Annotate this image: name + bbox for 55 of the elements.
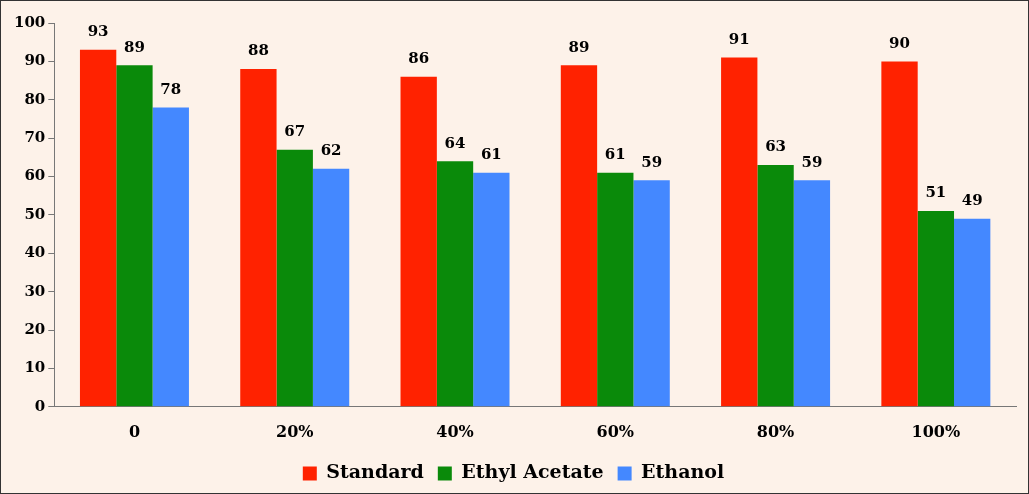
bar [400, 76, 437, 407]
y-tick-label: 40 [24, 243, 46, 262]
data-label: 51 [925, 183, 947, 202]
legend-label: Standard [326, 460, 424, 483]
bar [793, 180, 831, 407]
data-label: 61 [480, 145, 502, 164]
bar [312, 168, 350, 407]
data-label: 93 [87, 22, 109, 41]
data-label: 59 [641, 152, 663, 171]
y-tick-label: 0 [34, 396, 46, 415]
y-tick-label: 80 [24, 89, 46, 108]
data-label: 67 [284, 122, 306, 141]
bar [597, 172, 634, 407]
y-tick-label: 60 [24, 166, 46, 185]
x-tick-label: 100% [911, 421, 961, 441]
bar [276, 149, 313, 407]
bar [881, 61, 918, 407]
legend-label: Ethyl Acetate [461, 460, 604, 483]
bar [152, 107, 189, 407]
data-label: 59 [801, 152, 823, 171]
y-tick-label: 70 [24, 128, 46, 147]
data-label: 78 [160, 79, 182, 98]
bar [436, 161, 474, 407]
x-tick-label: 20% [276, 421, 314, 441]
x-tick-label: 60% [596, 421, 635, 441]
bar [79, 49, 117, 407]
data-label: 89 [568, 37, 590, 56]
bar [633, 180, 670, 407]
data-label: 64 [444, 133, 466, 152]
bar [954, 218, 991, 407]
data-label: 61 [604, 145, 626, 164]
data-label: 91 [728, 29, 750, 48]
bar [473, 172, 510, 407]
data-label: 88 [247, 41, 269, 60]
data-label: 86 [408, 49, 430, 68]
data-label: 62 [320, 141, 342, 160]
legend-label: Ethanol [641, 460, 725, 483]
y-tick-label: 30 [24, 281, 46, 300]
y-tick-label: 90 [24, 51, 46, 70]
data-label: 63 [765, 137, 787, 156]
bar [240, 69, 277, 407]
bar [560, 65, 598, 407]
y-tick-label: 100 [14, 12, 46, 31]
bar [757, 165, 794, 407]
y-tick-label: 50 [24, 204, 46, 223]
bar [721, 57, 758, 407]
data-label: 89 [124, 37, 145, 56]
y-tick-label: 20 [24, 319, 46, 338]
bar [917, 211, 955, 407]
x-tick-label: 0 [128, 421, 141, 441]
x-tick-label: 80% [756, 421, 795, 441]
bar [116, 65, 153, 407]
x-tick-label: 40% [436, 421, 474, 441]
y-tick-label: 10 [24, 358, 46, 377]
data-label: 49 [961, 191, 983, 210]
